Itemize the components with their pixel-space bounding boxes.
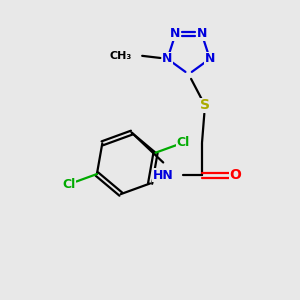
Text: N: N	[162, 52, 172, 65]
Text: CH₃: CH₃	[110, 51, 132, 61]
Text: N: N	[196, 27, 207, 40]
Text: HN: HN	[153, 169, 174, 182]
Text: N: N	[170, 27, 181, 40]
Text: Cl: Cl	[63, 178, 76, 190]
Text: S: S	[200, 98, 210, 112]
Text: N: N	[205, 52, 215, 65]
Text: O: O	[230, 168, 241, 182]
Text: Cl: Cl	[177, 136, 190, 149]
